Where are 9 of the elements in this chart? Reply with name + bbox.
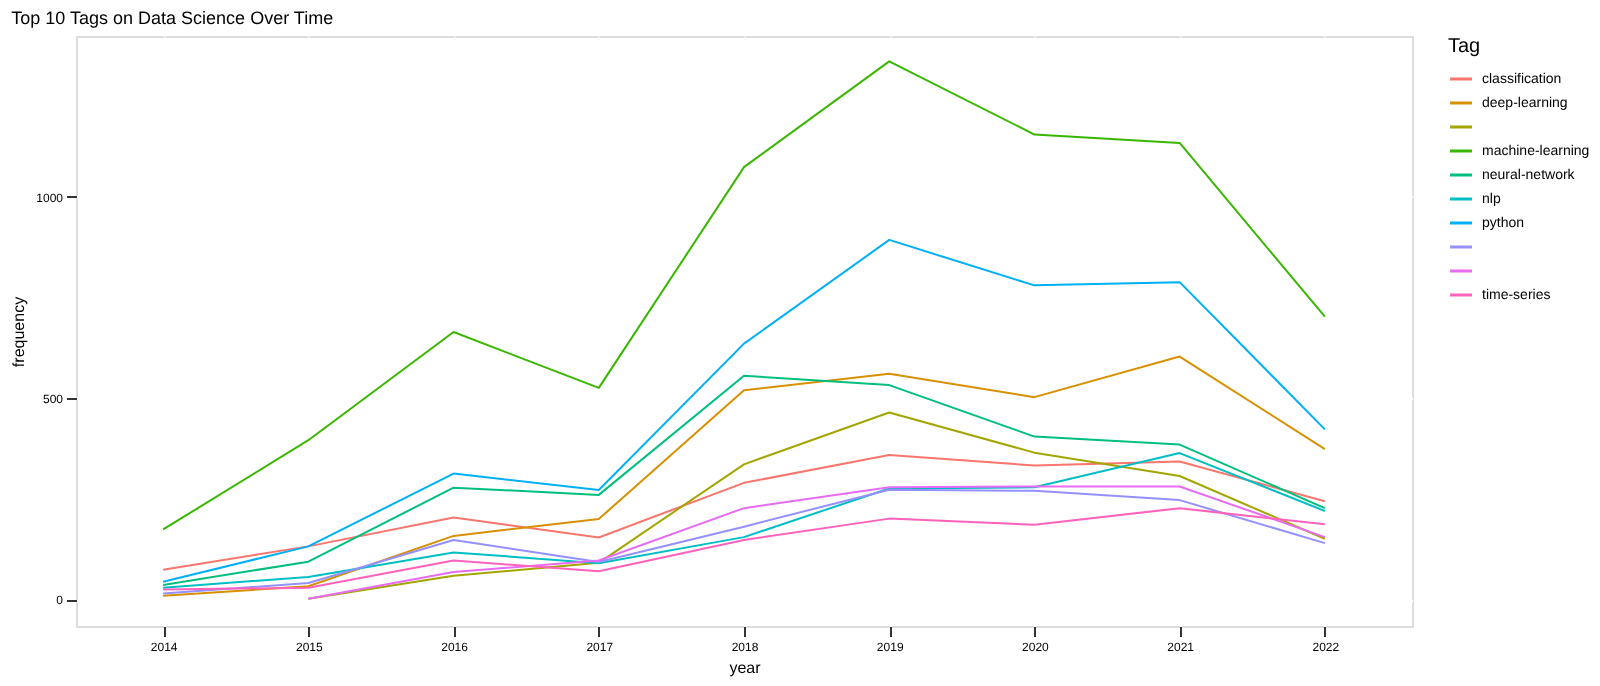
line-series (162, 507, 1326, 591)
y-axis-title: frequency (10, 296, 29, 368)
line-series (162, 238, 1326, 583)
line-series (307, 485, 1326, 600)
line-series (162, 60, 1326, 531)
chart-title: Top 10 Tags on Data Science Over Time (11, 8, 334, 28)
line-series (162, 488, 1326, 595)
x-axis-title: year (729, 659, 762, 677)
legend-title: Tag (1448, 36, 1481, 58)
